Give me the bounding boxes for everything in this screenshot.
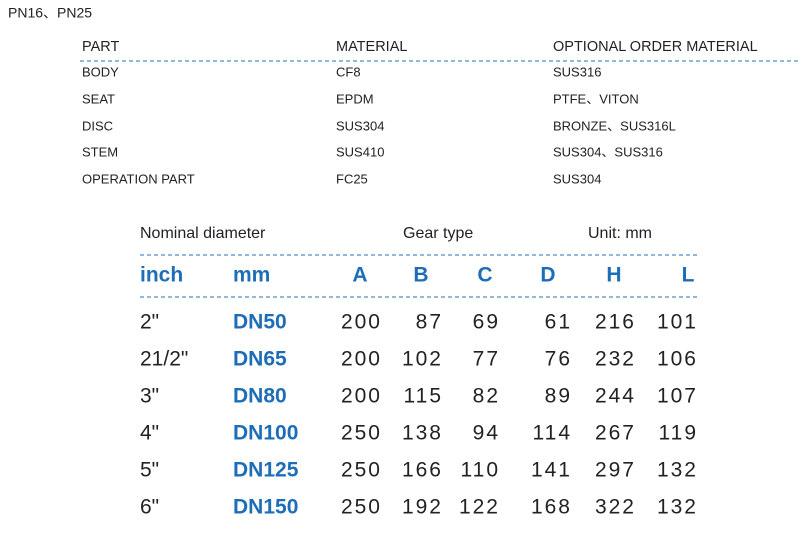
material-cell: PTFE、VITON bbox=[553, 91, 639, 106]
dimension-cell: 87 bbox=[416, 311, 443, 334]
material-header: MATERIAL bbox=[336, 39, 407, 55]
dimension-cell: 138 bbox=[402, 422, 443, 445]
material-cell: SUS304、SUS316 bbox=[553, 144, 663, 159]
dimension-header: A bbox=[352, 264, 367, 287]
dimension-cell: 141 bbox=[531, 459, 572, 482]
dimension-cell: 200 bbox=[341, 311, 382, 334]
dimension-header: L bbox=[682, 264, 695, 287]
dimension-cell: 102 bbox=[402, 348, 443, 371]
dimension-cell: 106 bbox=[657, 348, 698, 371]
dn-cell: DN100 bbox=[233, 422, 298, 445]
dimension-cell: 244 bbox=[595, 385, 636, 408]
dimension-cell: 110 bbox=[461, 459, 500, 482]
inch-cell: 4" bbox=[140, 422, 159, 445]
material-cell: CF8 bbox=[336, 64, 361, 79]
dimension-cell: 132 bbox=[657, 459, 698, 482]
material-cell: FC25 bbox=[336, 171, 368, 186]
dimension-cell: 200 bbox=[341, 385, 382, 408]
material-cell: SEAT bbox=[82, 91, 115, 106]
dimension-cell: 267 bbox=[595, 422, 636, 445]
dimension-cell: 122 bbox=[459, 496, 500, 519]
material-cell: SUS304 bbox=[336, 118, 384, 133]
dimension-cell: 322 bbox=[595, 496, 636, 519]
dimension-cell: 250 bbox=[341, 422, 382, 445]
inch-cell: 21/2" bbox=[140, 348, 188, 371]
dimension-cell: 216 bbox=[595, 311, 636, 334]
dimension-cell: 297 bbox=[595, 459, 636, 482]
dimension-cell: 115 bbox=[404, 385, 443, 408]
material-header: OPTIONAL ORDER MATERIAL bbox=[553, 39, 758, 55]
inch-cell: 6" bbox=[140, 496, 159, 519]
dimension-cell: 82 bbox=[473, 385, 500, 408]
dn-cell: DN50 bbox=[233, 311, 287, 334]
material-cell: STEM bbox=[82, 144, 118, 159]
dimension-cell: 200 bbox=[341, 348, 382, 371]
dimension-header: H bbox=[606, 264, 621, 287]
dimension-cell: 119 bbox=[659, 422, 698, 445]
material-cell: SUS316 bbox=[553, 64, 601, 79]
dimension-cell: 132 bbox=[657, 496, 698, 519]
dimension-caption: Nominal diameter bbox=[140, 225, 266, 242]
dimension-cell: 166 bbox=[402, 459, 443, 482]
material-cell: EPDM bbox=[336, 91, 374, 106]
dimension-cell: 192 bbox=[402, 496, 443, 519]
dn-cell: DN150 bbox=[233, 496, 298, 519]
dimension-header: B bbox=[413, 264, 428, 287]
material-cell: SUS304 bbox=[553, 171, 601, 186]
dn-cell: DN65 bbox=[233, 348, 287, 371]
inch-cell: 3" bbox=[140, 385, 159, 408]
dimension-header: mm bbox=[233, 264, 270, 287]
dimension-header: D bbox=[540, 264, 555, 287]
dimension-header: C bbox=[477, 264, 492, 287]
dimension-cell: 69 bbox=[473, 311, 500, 334]
dimension-cell: 250 bbox=[341, 459, 382, 482]
dimension-cell: 77 bbox=[473, 348, 500, 371]
material-cell: OPERATION PART bbox=[82, 171, 195, 186]
material-header: PART bbox=[82, 39, 119, 55]
dimension-cell: 168 bbox=[531, 496, 572, 519]
dimension-cell: 114 bbox=[533, 422, 572, 445]
dimension-cell: 232 bbox=[595, 348, 636, 371]
material-cell: BODY bbox=[82, 64, 119, 79]
heading: PN16、PN25 bbox=[8, 5, 92, 21]
dimension-cell: 89 bbox=[545, 385, 572, 408]
dimension-cell: 107 bbox=[657, 385, 698, 408]
material-cell: BRONZE、SUS316L bbox=[553, 118, 676, 133]
dn-cell: DN125 bbox=[233, 459, 299, 482]
material-cell: SUS410 bbox=[336, 144, 384, 159]
dimension-header: inch bbox=[140, 264, 183, 287]
dimension-cell: 76 bbox=[545, 348, 572, 371]
dimension-caption: Gear type bbox=[403, 225, 473, 242]
dn-cell: DN80 bbox=[233, 385, 287, 408]
inch-cell: 5" bbox=[140, 459, 159, 482]
dimension-cell: 94 bbox=[473, 422, 500, 445]
dimension-cell: 61 bbox=[545, 311, 572, 334]
dimension-cell: 250 bbox=[341, 496, 382, 519]
dimension-caption: Unit: mm bbox=[588, 225, 652, 242]
material-cell: DISC bbox=[82, 118, 113, 133]
dimension-cell: 101 bbox=[657, 311, 698, 334]
inch-cell: 2" bbox=[140, 311, 159, 334]
